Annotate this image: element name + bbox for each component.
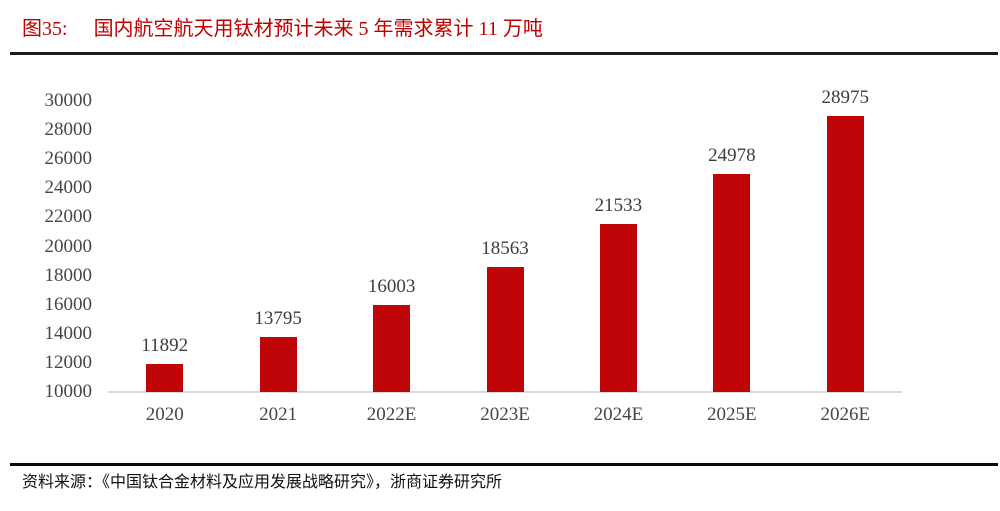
bar-chart: 10000 12000 14000 16000 18000 20000 22000 24000… (0, 60, 1000, 440)
title-separator-line (10, 52, 998, 55)
x-category-label: 2023E (480, 404, 530, 425)
y-tick-label: 26000 (44, 148, 93, 170)
y-tick-label: 14000 (44, 322, 93, 344)
footer-separator-line (10, 463, 998, 466)
bar (486, 267, 524, 392)
x-category-label: 2022E (366, 404, 417, 425)
y-tick-label: 20000 (44, 235, 93, 257)
bar-value-label: 13795 (254, 307, 302, 329)
y-tick-label: 24000 (44, 177, 93, 199)
y-tick-label: 18000 (44, 264, 93, 286)
bar (373, 304, 411, 392)
bar (826, 115, 864, 392)
y-tick-label: 16000 (44, 293, 93, 315)
bar (599, 224, 637, 392)
figure-header: 图35: 国内航空航天用钛材预计未来 5 年需求累计 11 万吨 (22, 16, 988, 42)
x-category-label: 2025E (707, 404, 757, 425)
bar (713, 174, 751, 392)
figure-number-label: 图35: (22, 18, 68, 40)
y-tick-label: 12000 (44, 351, 93, 373)
x-category-label: 2021 (259, 404, 298, 425)
bar-value-label: 16003 (367, 275, 416, 297)
bar-value-label: 21533 (594, 195, 643, 217)
source-note: 资料来源：《中国钛合金材料及应用发展战略研究》，浙商证券研究所 (22, 474, 503, 491)
y-tick-label: 28000 (44, 119, 93, 141)
x-category-label: 2026E (820, 404, 871, 425)
bar-value-label: 11892 (141, 335, 189, 357)
x-category-label: 2024E (593, 404, 644, 425)
bar-value-label: 28975 (821, 86, 870, 108)
bar-value-label: 18563 (481, 238, 529, 260)
bar-value-label: 24978 (708, 145, 756, 167)
x-axis-line (108, 391, 902, 393)
y-tick-label: 22000 (44, 206, 93, 228)
bar (146, 364, 184, 392)
bar (259, 336, 297, 392)
y-tick-label: 10000 (44, 381, 93, 402)
y-tick-label: 30000 (44, 90, 93, 111)
x-category-label: 2020 (145, 404, 184, 425)
figure-title: 国内航空航天用钛材预计未来 5 年需求累计 11 万吨 (93, 18, 543, 40)
